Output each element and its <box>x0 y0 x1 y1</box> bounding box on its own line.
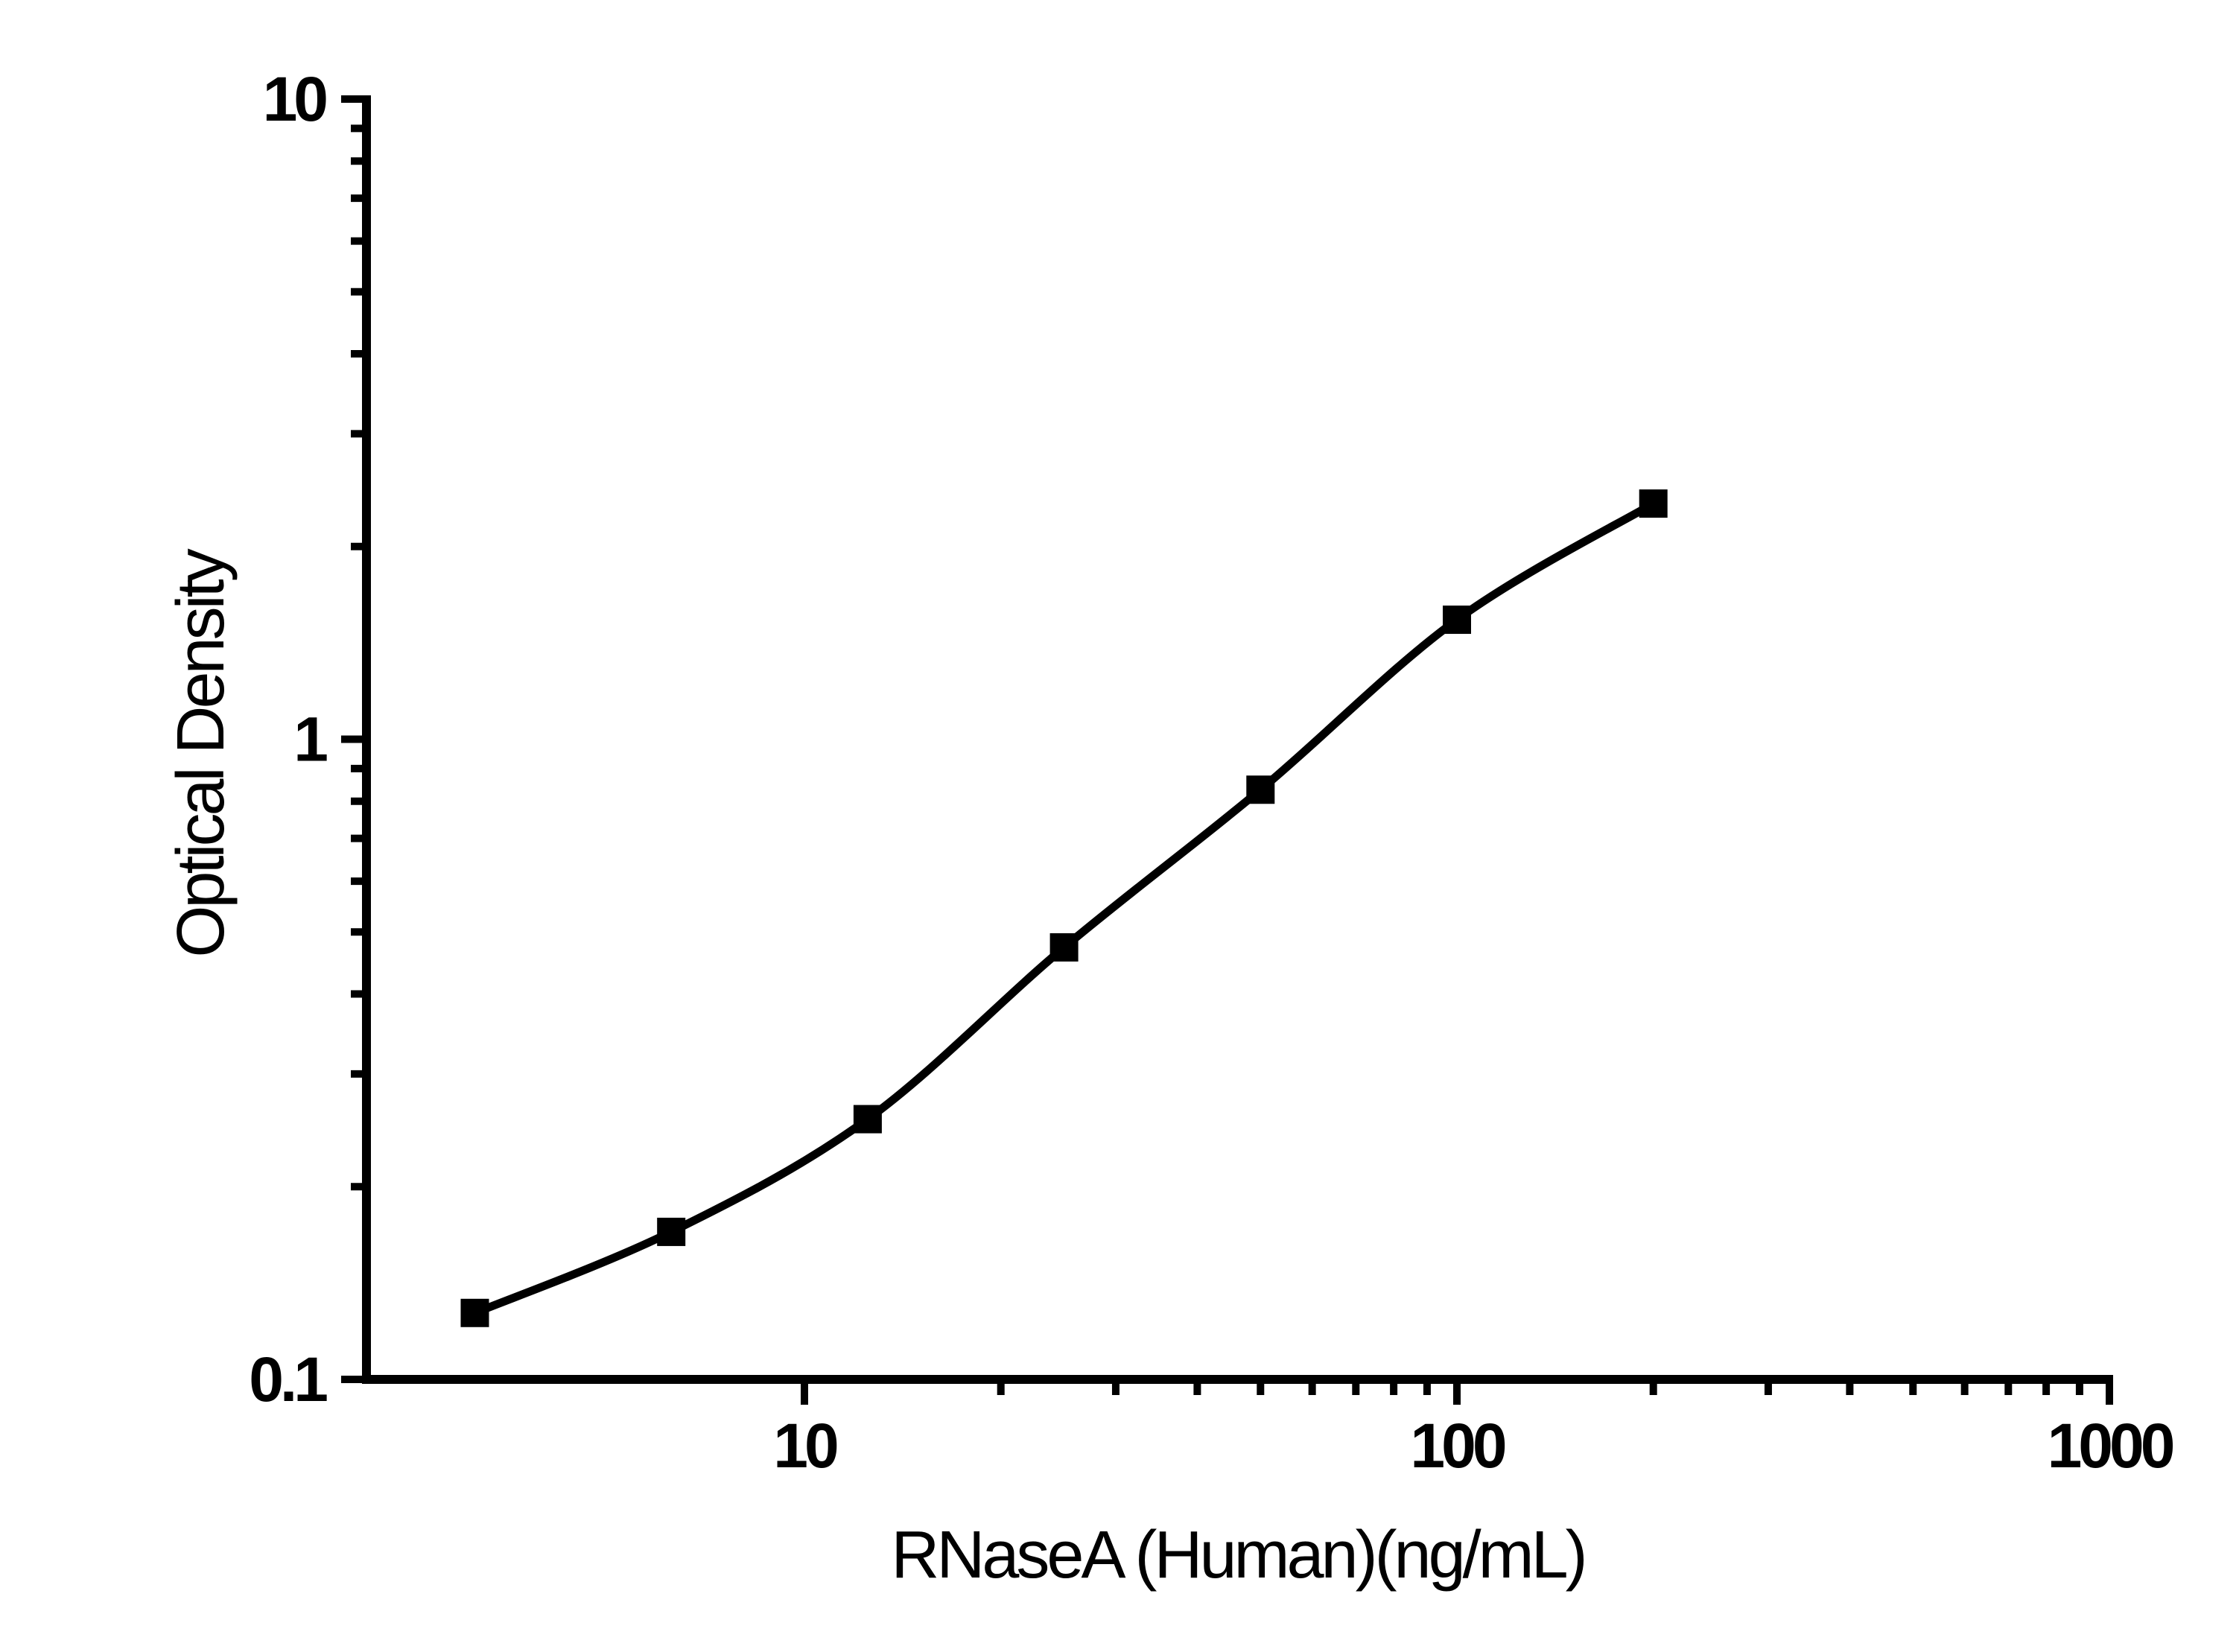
y-tick-label: 1 <box>293 705 327 775</box>
data-point-marker <box>1246 775 1275 804</box>
data-point-marker <box>1049 933 1079 962</box>
data-series <box>460 489 1668 1327</box>
axes <box>341 95 2113 1405</box>
data-point-marker <box>853 1105 882 1134</box>
data-point-marker <box>1443 606 1471 635</box>
y-tick-label: 0.1 <box>249 1344 327 1414</box>
data-point-marker <box>1639 489 1668 518</box>
fitted-curve <box>473 500 1656 1317</box>
y-axis-title: Optical Density <box>164 548 238 957</box>
x-axis-title: RNaseA (Human)(ng/mL) <box>891 1518 1584 1592</box>
x-tick-label: 1000 <box>2048 1411 2173 1481</box>
y-tick-label: 10 <box>263 64 327 134</box>
x-tick-label: 10 <box>773 1411 837 1481</box>
data-point-marker <box>657 1217 686 1246</box>
x-tick-label: 100 <box>1410 1411 1505 1481</box>
data-point-marker <box>460 1298 489 1327</box>
tick-labels: 10 100 1000 0.1 1 10 <box>249 64 2176 1481</box>
